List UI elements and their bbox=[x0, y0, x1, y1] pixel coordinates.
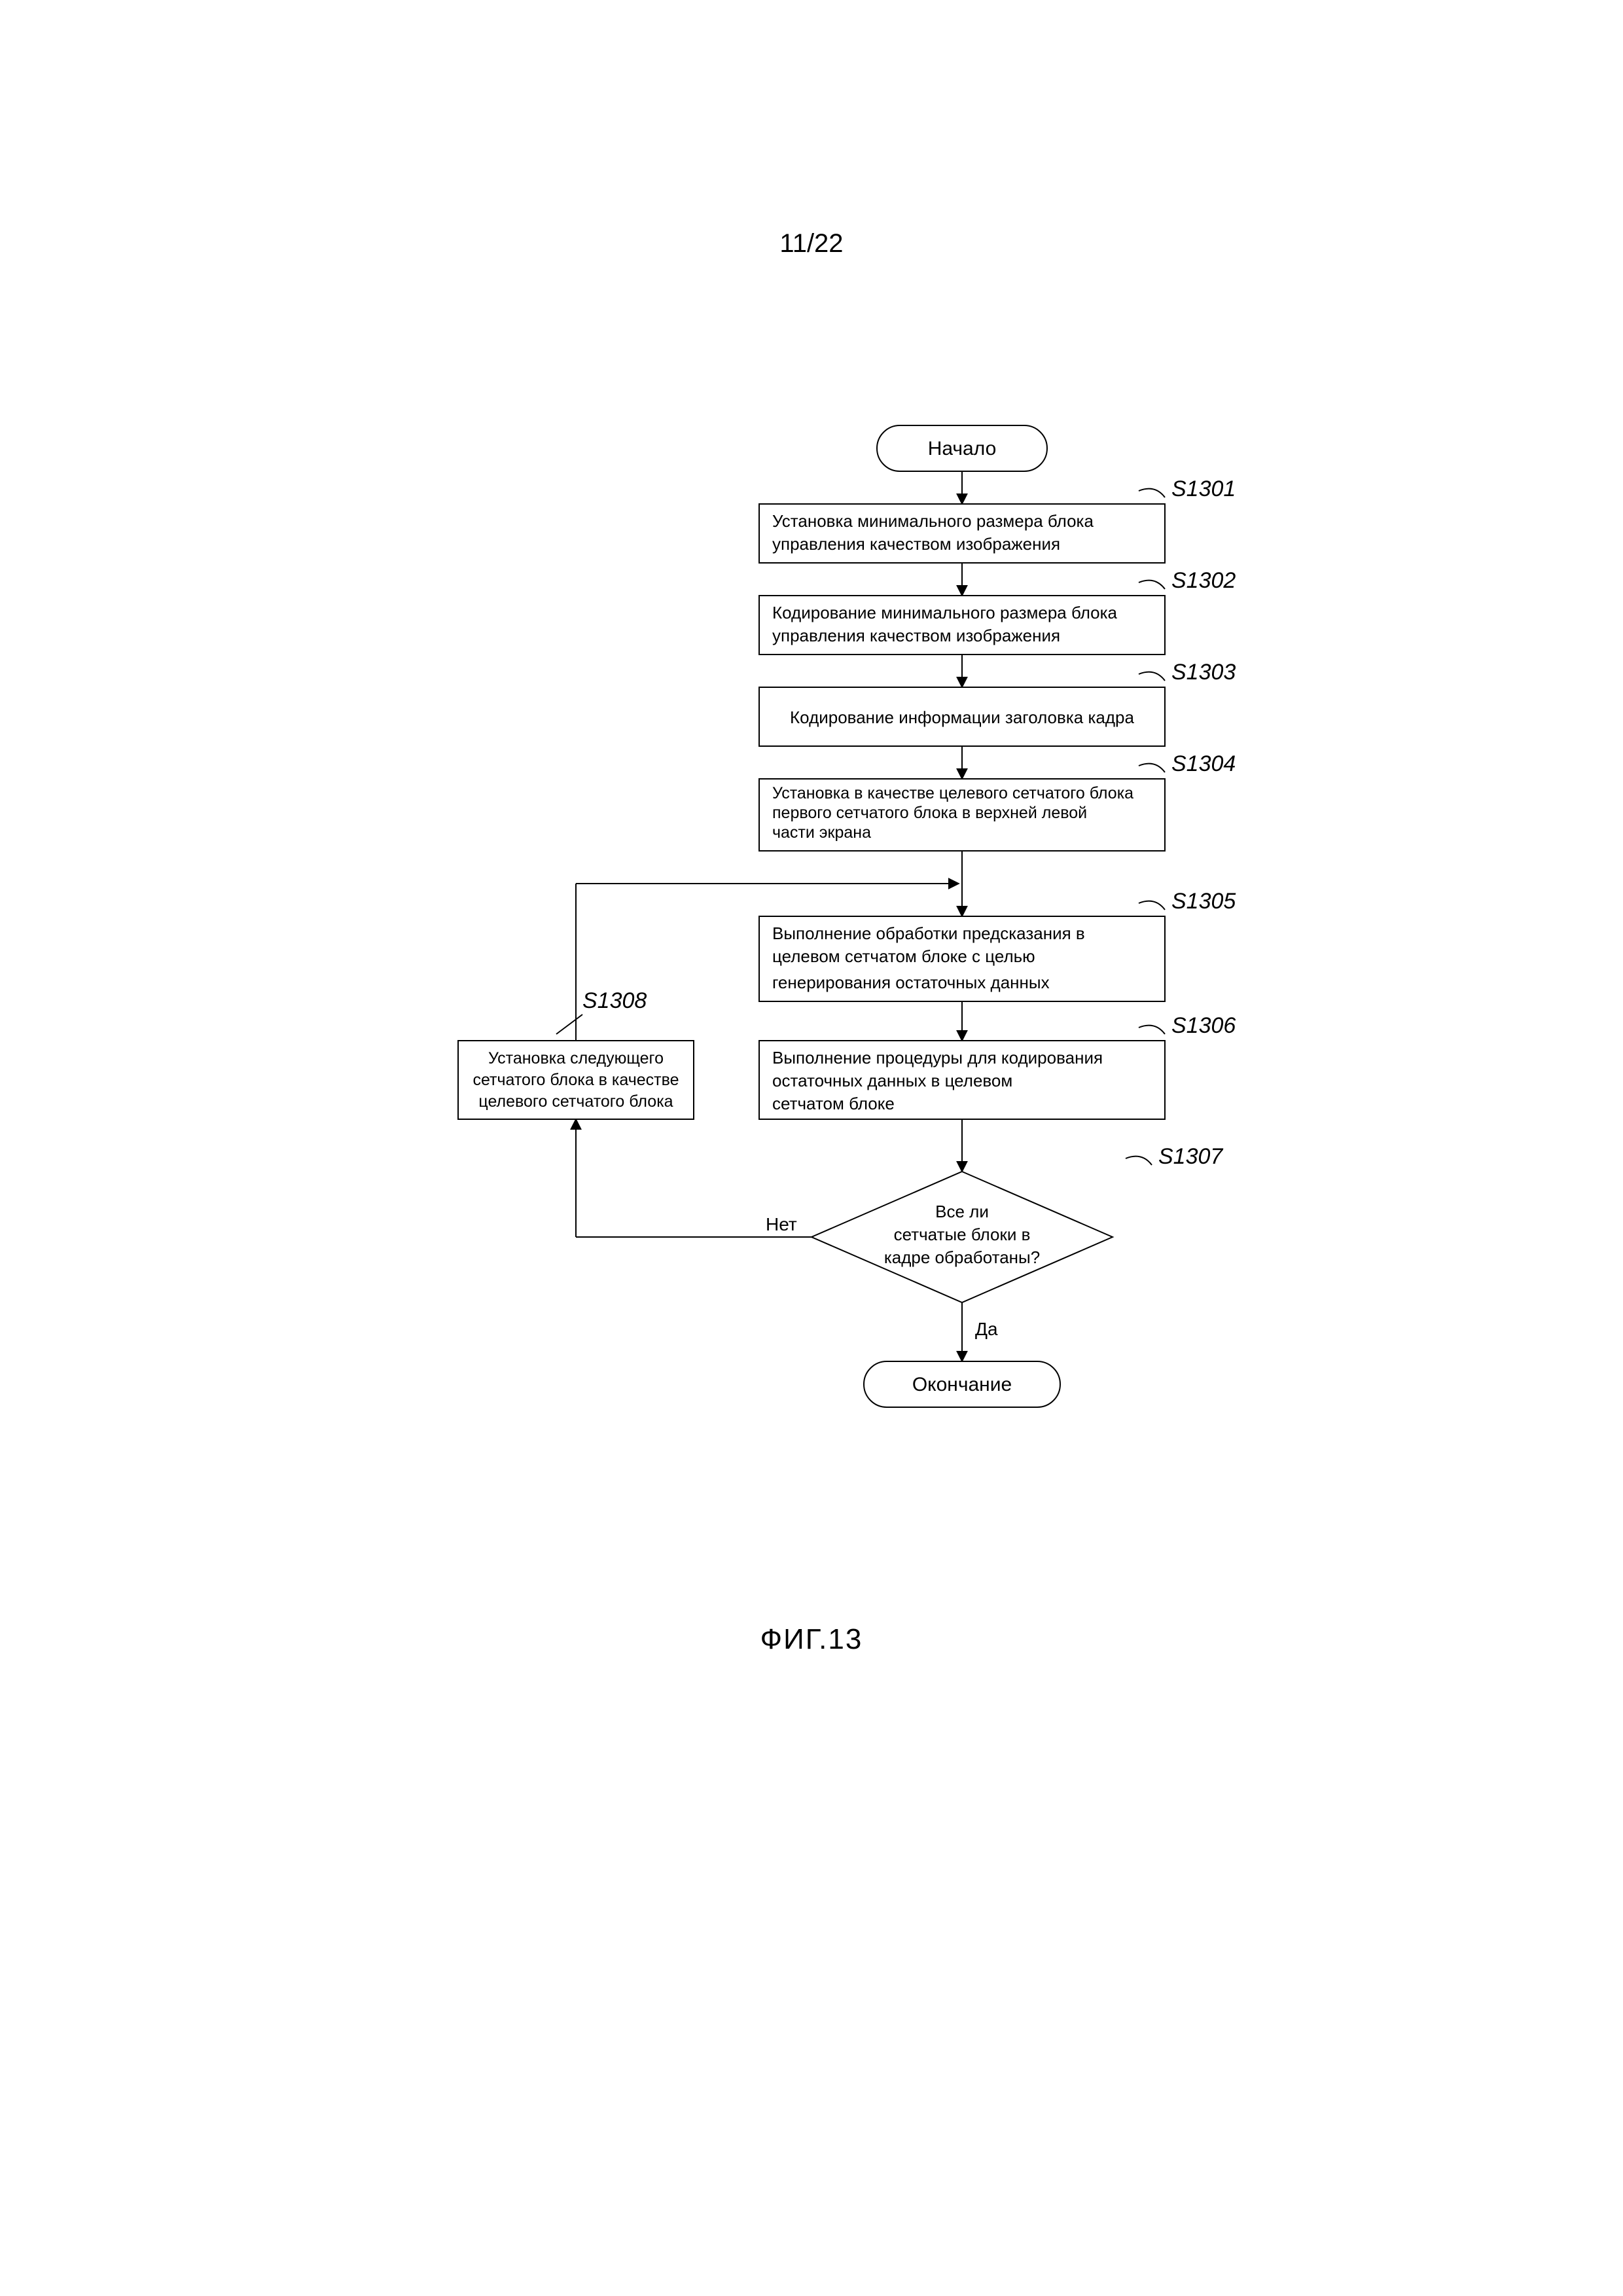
decision-s1307: Все ли сетчатые блоки в кадре обработаны… bbox=[812, 1172, 1113, 1302]
step-s1303-line1: Кодирование информации заголовка кадра bbox=[790, 708, 1134, 727]
flowchart: Начало Установка минимального размера бл… bbox=[419, 412, 1270, 1525]
page: 11/22 Начало Установка минимального разм… bbox=[0, 0, 1623, 2296]
step-s1301: Установка минимального размера блока упр… bbox=[759, 504, 1165, 563]
step-s1305: Выполнение обработки предсказания в целе… bbox=[759, 916, 1165, 1001]
step-s1305-line3: генерирования остаточных данных bbox=[772, 973, 1050, 992]
terminator-end-label: Окончание bbox=[912, 1374, 1012, 1395]
terminator-end: Окончание bbox=[864, 1361, 1060, 1407]
branch-yes-label: Да bbox=[975, 1319, 998, 1339]
figure-label: ФИГ.13 bbox=[0, 1623, 1623, 1656]
step-s1308-line1: Установка следующего bbox=[488, 1049, 664, 1067]
step-s1302-line1: Кодирование минимального размера блока bbox=[772, 603, 1118, 622]
label-s1301: S1301 bbox=[1171, 476, 1236, 501]
decision-line3: кадре обработаны? bbox=[884, 1247, 1040, 1267]
page-number: 11/22 bbox=[0, 229, 1623, 259]
decision-line1: Все ли bbox=[935, 1202, 989, 1221]
step-s1305-line2: целевом сетчатом блоке с целью bbox=[772, 946, 1035, 966]
step-s1304-line3: части экрана bbox=[772, 823, 871, 842]
step-s1308-line3: целевого сетчатого блока bbox=[478, 1092, 673, 1111]
label-s1304: S1304 bbox=[1171, 751, 1236, 776]
step-s1302-line2: управления качеством изображения bbox=[772, 626, 1060, 645]
step-s1308-line2: сетчатого блока в качестве bbox=[473, 1071, 679, 1089]
label-s1307: S1307 bbox=[1158, 1144, 1223, 1169]
step-s1306: Выполнение процедуры для кодирования ост… bbox=[759, 1041, 1165, 1119]
step-s1306-line1: Выполнение процедуры для кодирования bbox=[772, 1048, 1103, 1067]
label-s1302: S1302 bbox=[1171, 568, 1236, 593]
step-s1306-line2: остаточных данных в целевом bbox=[772, 1071, 1012, 1090]
terminator-start: Начало bbox=[877, 425, 1047, 471]
step-s1304: Установка в качестве целевого сетчатого … bbox=[759, 779, 1165, 851]
step-s1304-line1: Установка в качестве целевого сетчатого … bbox=[772, 784, 1133, 802]
terminator-start-label: Начало bbox=[928, 438, 997, 459]
step-s1304-line2: первого сетчатого блока в верхней левой bbox=[772, 804, 1087, 822]
step-s1308: Установка следующего сетчатого блока в к… bbox=[458, 1041, 694, 1119]
step-s1301-line1: Установка минимального размера блока bbox=[772, 511, 1094, 531]
label-s1308: S1308 bbox=[582, 988, 647, 1013]
step-s1306-line3: сетчатом блоке bbox=[772, 1094, 895, 1113]
label-s1305: S1305 bbox=[1171, 889, 1236, 914]
step-s1303: Кодирование информации заголовка кадра bbox=[759, 687, 1165, 746]
branch-no-label: Нет bbox=[766, 1214, 797, 1234]
step-s1301-line2: управления качеством изображения bbox=[772, 534, 1060, 554]
step-s1305-line1: Выполнение обработки предсказания в bbox=[772, 924, 1085, 943]
step-s1302: Кодирование минимального размера блока у… bbox=[759, 596, 1165, 655]
label-s1303: S1303 bbox=[1171, 660, 1236, 685]
label-s1306: S1306 bbox=[1171, 1013, 1236, 1038]
decision-line2: сетчатые блоки в bbox=[894, 1225, 1031, 1244]
